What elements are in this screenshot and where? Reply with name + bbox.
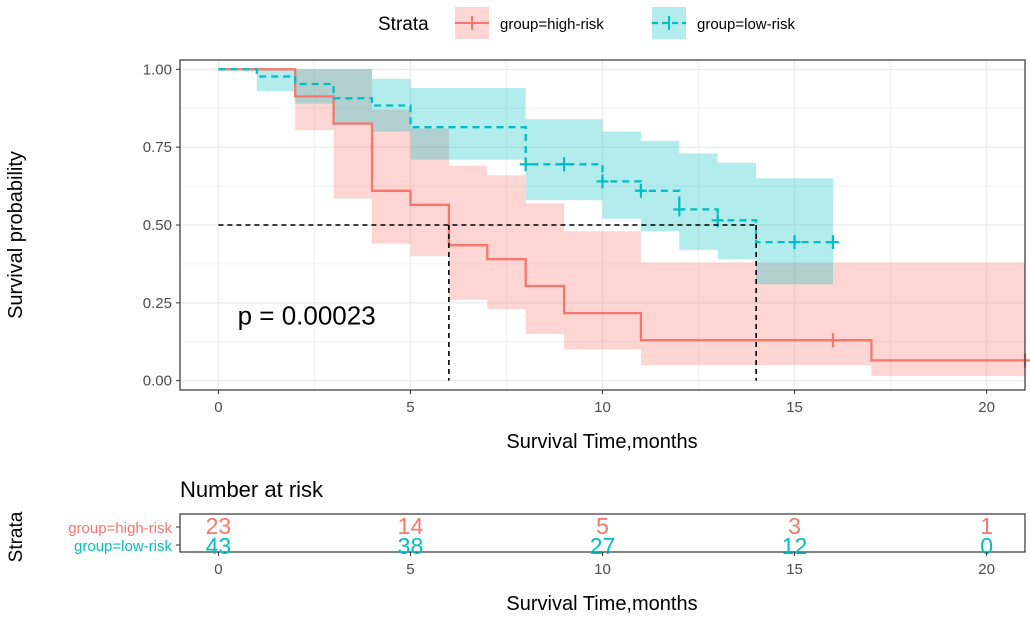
- risk-count-high-risk: 1: [980, 513, 993, 539]
- censor-mark-high-risk: [826, 333, 839, 348]
- censor-mark-low-risk: [788, 235, 801, 250]
- censor-mark-low-risk: [673, 202, 686, 217]
- legend-label-low-risk: group=low-risk: [697, 16, 795, 33]
- legend-label-high-risk: group=high-risk: [500, 16, 604, 33]
- censor-mark-low-risk: [826, 235, 839, 250]
- x-tick-label: 5: [406, 399, 414, 416]
- y-tick-label: 0.75: [143, 139, 172, 156]
- x-axis-label: Survival Time,months: [506, 431, 697, 453]
- x-tick-label: 15: [786, 399, 803, 416]
- risk-table-ylabel: Strata: [6, 511, 27, 562]
- legend-key-high-risk: [455, 7, 489, 39]
- x-axis-ticks: 0 5 10 15 20: [214, 390, 995, 416]
- km-plot: p = 0.00023 0 5 10 15 20 0.00 0.25 0.50 0.75 1.0…: [5, 59, 1030, 453]
- y-tick-label: 0.00: [143, 373, 172, 390]
- survival-curve-low-risk: [218, 68, 833, 244]
- risk-count-high-risk: 3: [788, 513, 801, 539]
- risk-row-label-low-risk: group=low-risk: [74, 538, 172, 555]
- x-tick-label: 0: [214, 399, 222, 416]
- risk-x-tick-label: 0: [214, 561, 222, 578]
- censor-mark-low-risk: [634, 183, 647, 198]
- x-tick-label: 20: [978, 399, 995, 416]
- risk-x-tick-label: 15: [786, 561, 803, 578]
- y-tick-label: 0.25: [143, 295, 172, 312]
- censor-mark-low-risk: [558, 157, 571, 172]
- y-axis-ticks: 0.00 0.25 0.50 0.75 1.00: [143, 61, 180, 390]
- risk-count-low-risk: 0: [980, 533, 993, 559]
- survival-curve-high-risk: [218, 68, 1025, 362]
- risk-table-title: Number at risk: [180, 477, 324, 502]
- legend-title: Strata: [378, 14, 429, 35]
- risk-x-axis-ticks: 0 5 10 15 20: [214, 552, 995, 578]
- risk-table: Number at risk group=high-risk group=low…: [6, 477, 1026, 615]
- risk-row-label-high-risk: group=high-risk: [68, 520, 172, 537]
- risk-count-high-risk: 23: [206, 513, 232, 539]
- y-tick-label: 1.00: [143, 61, 172, 78]
- confidence-band-high-risk: [218, 69, 1025, 377]
- risk-x-tick-label: 10: [594, 561, 611, 578]
- survival-curves: [218, 68, 1025, 362]
- risk-x-tick-label: 20: [978, 561, 995, 578]
- p-value-label: p = 0.00023: [238, 301, 376, 331]
- legend-key-low-risk: [652, 7, 686, 39]
- censor-mark-low-risk: [596, 174, 609, 189]
- y-tick-label: 0.50: [143, 217, 172, 234]
- y-axis-label: Survival probability: [5, 151, 27, 319]
- censor-mark-low-risk: [519, 157, 532, 172]
- risk-count-high-risk: 5: [596, 513, 609, 539]
- risk-table-panel: [179, 513, 1026, 553]
- legend: Strata group=high-risk group=low-risk: [378, 7, 795, 39]
- risk-count-high-risk: 14: [398, 513, 424, 539]
- x-tick-label: 10: [594, 399, 611, 416]
- risk-x-tick-label: 5: [406, 561, 414, 578]
- risk-x-axis-label: Survival Time,months: [506, 593, 697, 615]
- censor-marks: [519, 157, 1030, 368]
- median-lines: [218, 224, 757, 381]
